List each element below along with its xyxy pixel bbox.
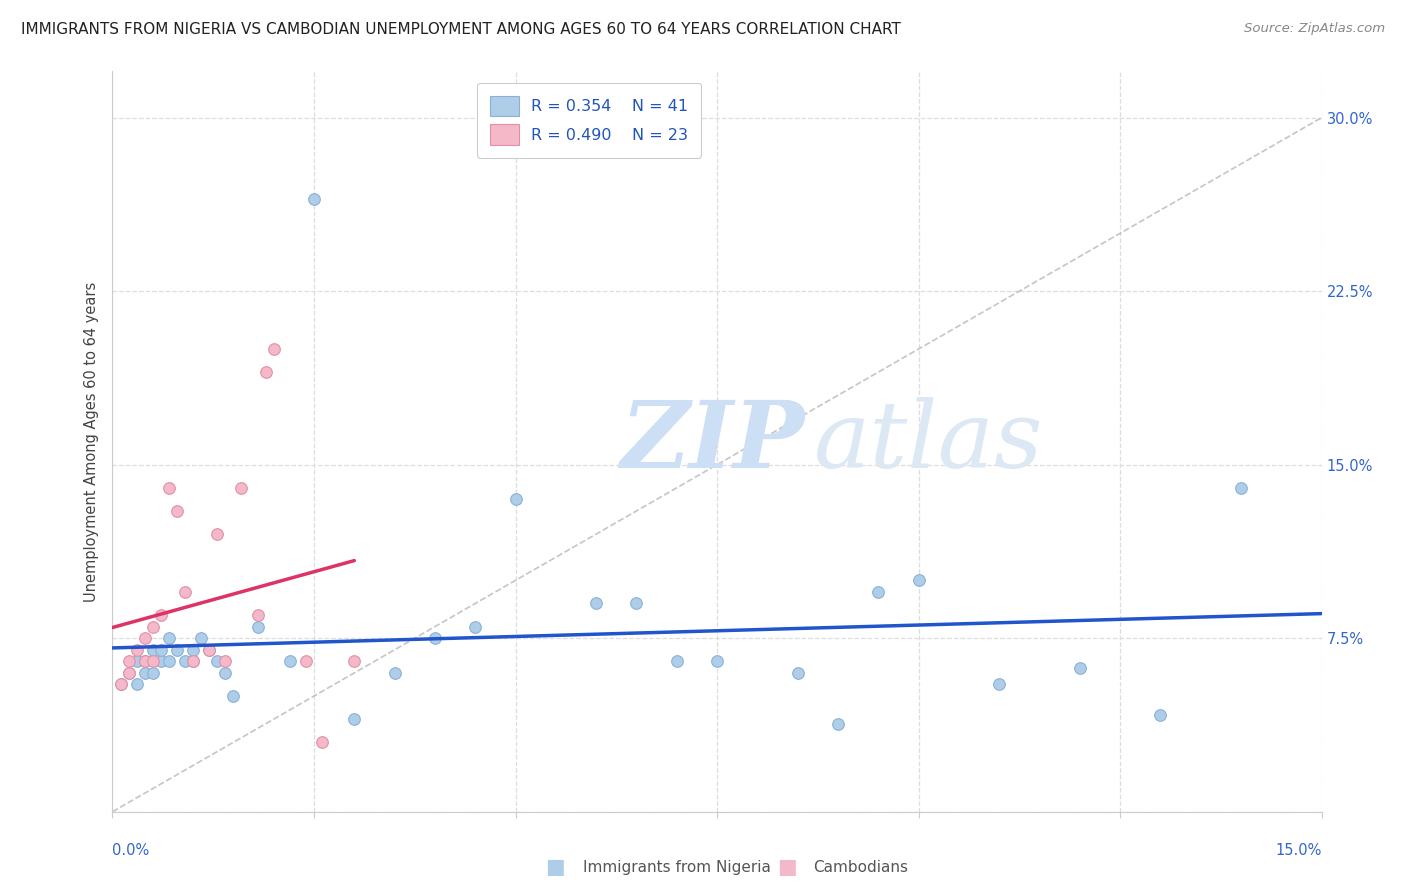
Point [134,654,156,668]
Point [384,665,406,680]
Point [110,677,132,691]
Point [626,597,648,611]
Point [134,654,156,668]
Point [166,504,188,518]
Point [174,654,197,668]
Point [134,665,156,680]
Point [1149,707,1171,722]
Point [198,642,221,657]
Point [907,574,929,588]
Point [311,735,333,749]
Point [207,654,229,668]
Point [423,631,446,645]
Point [231,481,253,495]
Point [585,597,607,611]
Point [198,642,221,657]
Point [157,654,180,668]
Point [149,642,172,657]
Point [207,527,229,541]
Point [181,654,204,668]
Point [246,619,269,633]
Text: 0.0%: 0.0% [112,843,149,858]
Text: Immigrants from Nigeria: Immigrants from Nigeria [583,860,772,874]
Point [142,665,165,680]
Text: ■: ■ [546,857,565,877]
Point [1230,481,1253,495]
Point [110,677,132,691]
Point [988,677,1011,691]
Point [343,654,366,668]
Point [827,716,849,731]
Point [174,585,197,599]
Point [142,642,165,657]
Point [125,642,148,657]
Point [149,654,172,668]
Point [214,654,236,668]
Point [181,654,204,668]
Point [157,481,180,495]
Point [181,642,204,657]
Point [786,665,808,680]
Point [214,665,236,680]
Text: Cambodians: Cambodians [813,860,908,874]
Text: Source: ZipAtlas.com: Source: ZipAtlas.com [1244,22,1385,36]
Point [142,619,165,633]
Point [117,665,139,680]
Point [142,654,165,668]
Point [134,631,156,645]
Point [117,665,139,680]
Point [706,654,728,668]
Point [302,192,325,206]
Point [665,654,688,668]
Y-axis label: Unemployment Among Ages 60 to 64 years: Unemployment Among Ages 60 to 64 years [84,281,100,602]
Text: ZIP: ZIP [620,397,804,486]
Point [1069,661,1091,675]
Point [343,712,366,726]
Point [295,654,318,668]
Point [149,608,172,623]
Point [157,631,180,645]
Text: ■: ■ [778,857,797,877]
Point [263,342,285,356]
Point [254,365,277,379]
Text: atlas: atlas [814,397,1043,486]
Point [868,585,890,599]
Point [222,689,245,703]
Point [246,608,269,623]
Text: IMMIGRANTS FROM NIGERIA VS CAMBODIAN UNEMPLOYMENT AMONG AGES 60 TO 64 YEARS CORR: IMMIGRANTS FROM NIGERIA VS CAMBODIAN UNE… [21,22,901,37]
Point [117,654,139,668]
Point [125,654,148,668]
Point [125,677,148,691]
Point [464,619,486,633]
Point [505,492,527,507]
Point [278,654,301,668]
Point [190,631,212,645]
Point [166,642,188,657]
Text: 15.0%: 15.0% [1275,843,1322,858]
Legend: R = 0.354    N = 41, R = 0.490    N = 23: R = 0.354 N = 41, R = 0.490 N = 23 [477,83,702,158]
